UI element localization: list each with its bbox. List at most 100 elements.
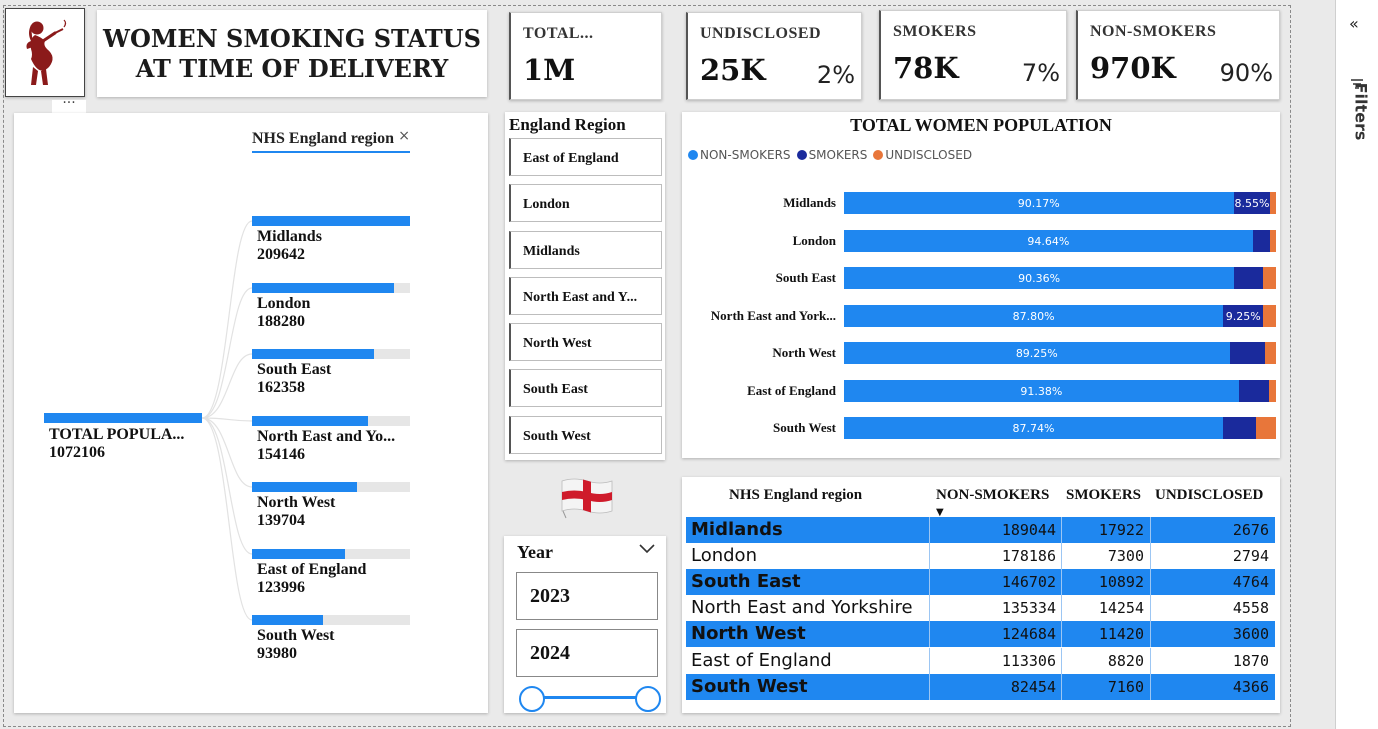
tree-node-value: 162358 [257, 379, 305, 396]
table-cell-region: South East [691, 571, 801, 592]
bar-data-label: 90.17% [1017, 196, 1060, 210]
kpi-value: 970K [1090, 51, 1176, 85]
tree-connector [201, 353, 253, 419]
bar-segment-non-smokers[interactable]: 89.25% [844, 342, 1230, 364]
year-range-start-handle[interactable] [519, 686, 545, 712]
bar-segment-non-smokers[interactable]: 87.80% [844, 305, 1224, 327]
slicer-item-east-of-england[interactable]: East of England [509, 138, 662, 176]
kpi-card-non-smokers[interactable]: NON-SMOKERS 970K 90% [1076, 10, 1280, 100]
slicer-item-south-east[interactable]: South East [509, 369, 662, 407]
bar-segment-smokers[interactable]: 9.25% [1223, 305, 1264, 327]
table-row[interactable]: London 178186 7300 2794 [686, 543, 1275, 569]
year-range-track[interactable] [532, 696, 646, 699]
slicer-item-midlands[interactable]: Midlands [509, 231, 662, 269]
kpi-card-smokers[interactable]: SMOKERS 78K 7% [879, 10, 1067, 100]
slicer-title: England Region [509, 115, 626, 134]
table-cell-smokers: 8820 [1107, 652, 1144, 670]
legend-item-undisclosed[interactable]: UNDISCLOSED [873, 148, 972, 162]
bar-row[interactable]: North East and York... 87.80% 9.25% [682, 305, 1280, 327]
tree-node-label: North West [257, 494, 336, 511]
filters-pane[interactable]: « [1337, 0, 1378, 729]
tree-level-filter[interactable]: NHS England region × [252, 128, 410, 153]
column-header-smokers[interactable]: SMOKERS [1066, 487, 1142, 503]
bar-segment-smokers[interactable]: 8.55% [1233, 192, 1271, 214]
filters-toggle[interactable]: Filters [1346, 79, 1370, 140]
year-to-input[interactable]: 2024 [516, 629, 658, 677]
kpi-percent: 7% [1021, 59, 1060, 87]
bar-segment-undisclosed[interactable] [1269, 380, 1276, 402]
collapse-chevron-icon[interactable]: « [1349, 14, 1359, 33]
bar-row[interactable]: East of England 91.38% [682, 380, 1280, 402]
table-row[interactable]: North East and Yorkshire 135334 14254 4558 [686, 595, 1275, 621]
bar-segment-undisclosed[interactable] [1255, 417, 1276, 439]
table-row[interactable]: South West 82454 7160 4366 [686, 674, 1275, 700]
bar-segment-undisclosed[interactable] [1263, 267, 1276, 289]
kpi-value: 25K [700, 53, 766, 87]
legend-item-non-smokers[interactable]: NON-SMOKERS [688, 148, 791, 162]
bar-segment-undisclosed[interactable] [1269, 230, 1276, 252]
column-header-region[interactable]: NHS England region [729, 487, 863, 503]
column-header-non-smokers[interactable]: NON-SMOKERS [936, 487, 1050, 503]
bar-data-label: 90.36% [1018, 271, 1061, 285]
bar-row[interactable]: South West 87.74% [682, 417, 1280, 439]
bar-data-label: 94.64% [1027, 234, 1070, 248]
bar-track: 90.36% [844, 267, 1276, 289]
bar-segment-smokers[interactable] [1238, 380, 1270, 402]
tree-node-track [252, 615, 410, 625]
sort-descending-icon[interactable]: ▼ [936, 507, 944, 518]
bar-row[interactable]: London 94.64% [682, 230, 1280, 252]
table-row[interactable]: East of England 113306 8820 1870 [686, 648, 1275, 674]
year-slicer[interactable]: Year 2023 2024 [504, 536, 666, 713]
tree-node-value: 154146 [257, 446, 305, 463]
close-icon[interactable]: × [398, 128, 410, 144]
bar-category-label: North West [772, 345, 836, 360]
year-from-input[interactable]: 2023 [516, 572, 658, 620]
bar-segment-non-smokers[interactable]: 90.36% [844, 267, 1235, 289]
table-cell-undisclosed: 1870 [1232, 652, 1269, 670]
bar-segment-smokers[interactable] [1234, 267, 1264, 289]
legend-item-smokers[interactable]: SMOKERS [796, 148, 867, 162]
bar-segment-smokers[interactable] [1229, 342, 1265, 364]
bar-segment-non-smokers[interactable]: 90.17% [844, 192, 1234, 214]
column-divider [929, 595, 930, 621]
bar-segment-smokers[interactable] [1223, 417, 1256, 439]
tree-root-bar[interactable] [44, 413, 202, 423]
england-region-slicer[interactable]: England Region East of England London Mi… [505, 112, 665, 460]
bar-segment-undisclosed[interactable] [1270, 192, 1276, 214]
column-header-undisclosed[interactable]: UNDISCLOSED [1155, 487, 1264, 503]
tree-node-value: 188280 [257, 313, 305, 330]
decomposition-tree[interactable]: NHS England region × TOTAL POPULA... 107… [14, 113, 488, 713]
kpi-card-undisclosed[interactable]: UNDISCLOSED 25K 2% [686, 12, 862, 100]
bar-segment-non-smokers[interactable]: 87.74% [844, 417, 1223, 439]
table-row[interactable]: South East 146702 10892 4764 [686, 569, 1275, 595]
bar-segment-undisclosed[interactable] [1264, 342, 1276, 364]
tree-node-label: South West [257, 627, 335, 644]
tree-node-value: 209642 [257, 246, 305, 263]
slicer-item-south-west[interactable]: South West [509, 416, 662, 454]
table-cell-region: South West [691, 676, 808, 697]
region-matrix-table[interactable]: NHS England region NON-SMOKERS SMOKERS U… [682, 477, 1280, 713]
kpi-card-total[interactable]: TOTAL... 1M [509, 12, 662, 100]
slicer-item-north-west[interactable]: North West [509, 323, 662, 361]
table-row[interactable]: Midlands 189044 17922 2676 [686, 517, 1275, 543]
column-divider [929, 569, 930, 595]
bar-segment-undisclosed[interactable] [1263, 305, 1276, 327]
kpi-percent: 2% [816, 61, 855, 89]
bar-segment-non-smokers[interactable]: 91.38% [844, 380, 1239, 402]
bar-segment-non-smokers[interactable]: 94.64% [844, 230, 1253, 252]
slicer-item-north-east-and-yorkshire[interactable]: North East and Y... [509, 277, 662, 315]
bar-segment-smokers[interactable] [1252, 230, 1270, 252]
bar-row[interactable]: South East 90.36% [682, 267, 1280, 289]
bar-row[interactable]: North West 89.25% [682, 342, 1280, 364]
bar-track: 91.38% [844, 380, 1276, 402]
table-cell-region: North West [691, 623, 806, 644]
slicer-item-london[interactable]: London [509, 184, 662, 222]
year-range-end-handle[interactable] [635, 686, 661, 712]
more-options-icon[interactable]: ··· [52, 96, 86, 113]
legend-dot-icon [796, 150, 807, 160]
table-row[interactable]: North West 124684 11420 3600 [686, 621, 1275, 647]
total-women-population-chart[interactable]: TOTAL WOMEN POPULATION NON-SMOKERS SMOKE… [682, 112, 1280, 458]
table-cell-smokers: 11420 [1098, 625, 1144, 643]
chevron-down-icon[interactable] [639, 544, 655, 554]
bar-row[interactable]: Midlands 90.17% 8.55% [682, 192, 1280, 214]
